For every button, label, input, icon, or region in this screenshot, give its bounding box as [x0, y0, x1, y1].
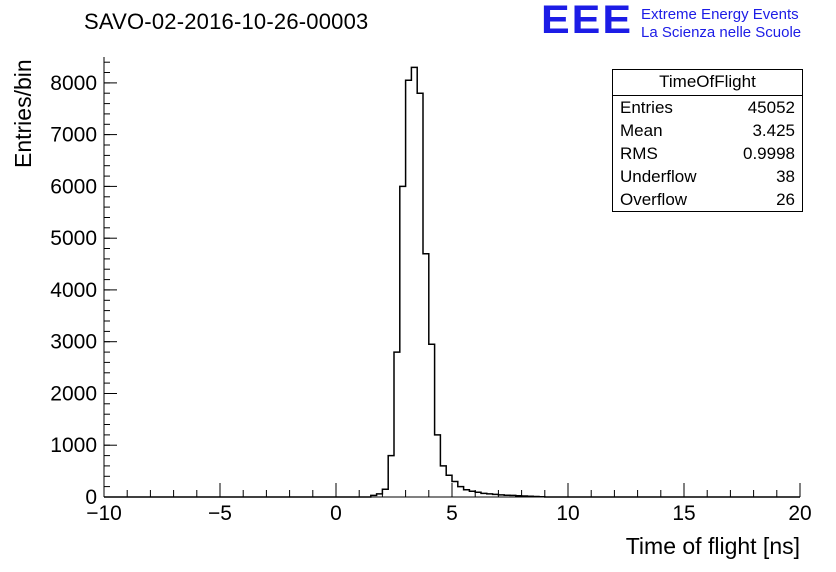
svg-text:8000: 8000 — [50, 72, 97, 95]
svg-text:4000: 4000 — [50, 279, 97, 302]
stats-row: Underflow 38 — [613, 165, 802, 188]
stats-box: TimeOfFlight Entries 45052 Mean 3.425 RM… — [612, 69, 803, 212]
y-axis-title: Entries/bin — [10, 59, 36, 168]
stat-value: 26 — [776, 190, 795, 209]
stat-label: Underflow — [620, 167, 697, 186]
stats-row: Mean 3.425 — [613, 119, 802, 142]
svg-text:5: 5 — [446, 502, 458, 525]
svg-text:20: 20 — [788, 502, 811, 525]
svg-text:15: 15 — [672, 502, 695, 525]
svg-text:7000: 7000 — [50, 124, 97, 147]
logo-line2: La Scienza nelle Scuole — [641, 24, 802, 41]
svg-text:−10: −10 — [86, 502, 122, 525]
svg-text:0: 0 — [330, 502, 342, 525]
eee-logo-text: EEE — [541, 0, 634, 43]
logo-line1: Extreme Energy Events — [641, 6, 799, 23]
svg-text:3000: 3000 — [50, 331, 97, 354]
stats-box-title: TimeOfFlight — [613, 70, 802, 96]
stat-value: 3.425 — [752, 121, 795, 140]
stat-label: RMS — [620, 144, 658, 163]
stats-row: Overflow 26 — [613, 188, 802, 211]
svg-text:6000: 6000 — [50, 175, 97, 198]
stat-label: Entries — [620, 98, 673, 117]
x-axis-title: Time of flight [ns] — [625, 533, 800, 559]
svg-text:10: 10 — [556, 502, 579, 525]
svg-text:5000: 5000 — [50, 227, 97, 250]
stats-row: RMS 0.9998 — [613, 142, 802, 165]
eee-logo: EEE Extreme Energy Events La Scienza nel… — [541, 1, 801, 43]
svg-text:1000: 1000 — [50, 434, 97, 457]
stat-label: Mean — [620, 121, 663, 140]
eee-logo-subtitle: Extreme Energy Events La Scienza nelle S… — [641, 6, 801, 42]
svg-text:0: 0 — [85, 486, 97, 509]
stats-row: Entries 45052 — [613, 96, 802, 119]
svg-text:2000: 2000 — [50, 383, 97, 406]
stat-value: 38 — [776, 167, 795, 186]
svg-text:−5: −5 — [208, 502, 232, 525]
stat-label: Overflow — [620, 190, 688, 209]
plot-title: SAVO-02-2016-10-26-00003 — [84, 9, 369, 34]
stat-value: 0.9998 — [743, 144, 795, 163]
stat-value: 45052 — [747, 98, 795, 117]
